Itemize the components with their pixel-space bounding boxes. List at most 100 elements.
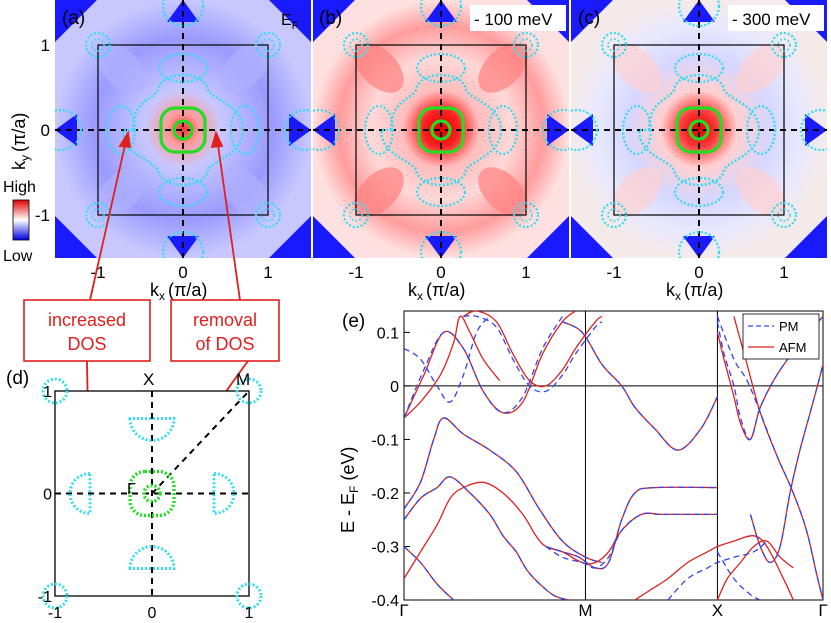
intensity-lobe xyxy=(96,43,146,93)
band-pm-1 xyxy=(404,315,491,403)
panel-e-label: (e) xyxy=(342,311,365,332)
y-tick-label: -0.1 xyxy=(371,432,399,449)
y-tick-label: 0 xyxy=(390,379,399,396)
cyan-x-pocket xyxy=(673,52,725,84)
map-a-x-axis-label: kx (π/a) xyxy=(150,280,207,303)
x-tick-label: M xyxy=(578,601,592,620)
bz-point-gamma: Γ xyxy=(127,481,136,498)
cyan-m-inner-pocket xyxy=(519,38,533,52)
cyan-x-pocket xyxy=(415,52,467,84)
arrow-removal-to-a xyxy=(217,144,241,301)
cyan-m-inner-pocket xyxy=(261,208,275,222)
map-x-tick-label: 0 xyxy=(694,263,703,282)
bz-x-tick-label: 1 xyxy=(245,605,254,622)
cyan-m-inner-pocket xyxy=(91,38,105,52)
brillouin-zone-panel xyxy=(41,377,263,610)
band-pm-12 xyxy=(749,364,823,564)
x-tick-label: Γ xyxy=(399,601,408,620)
map-x-tick-label: 0 xyxy=(178,263,187,282)
central-cyan-pocket xyxy=(379,73,503,187)
band-pm-11 xyxy=(716,551,761,600)
band-afm-11 xyxy=(716,540,794,600)
colorbar xyxy=(12,199,30,241)
map-y-ticks: 1 0 -1 xyxy=(35,36,50,225)
intensity-lobe xyxy=(612,167,662,217)
colorbar-high-label: High xyxy=(3,179,36,196)
cyan-m-inner-pocket xyxy=(349,208,363,222)
cyan-edge-pocket xyxy=(419,230,463,258)
cyan-m-pocket xyxy=(770,201,798,229)
panel-b-energy-box xyxy=(470,5,566,31)
band-legend: PM AFM xyxy=(742,313,820,360)
x-tick-label: Γ xyxy=(818,601,827,620)
cyan-m-inner-pocket xyxy=(519,208,533,222)
cyan-m-inner-pocket xyxy=(777,38,791,52)
cyan-edge-pocket xyxy=(541,108,569,152)
increased-dos-line1: increased xyxy=(48,310,126,330)
cyan-edge-pocket xyxy=(161,230,205,258)
intensity-lobe xyxy=(612,43,662,93)
green-inner-pocket xyxy=(430,119,452,141)
green-outer-pocket xyxy=(675,106,723,154)
band-lines xyxy=(404,311,823,600)
arrow-head-removal-a xyxy=(210,130,224,149)
map-b-x-axis-label: kx (π/a) xyxy=(408,280,465,303)
cyan-m-pocket xyxy=(600,31,628,59)
cyan-m-pocket xyxy=(512,31,540,59)
increased-dos-line2: DOS xyxy=(67,334,106,354)
central-cyan-pocket xyxy=(121,73,245,187)
cyan-m-inner-pocket xyxy=(91,208,105,222)
cyan-m-pocket xyxy=(512,201,540,229)
band-pm-0 xyxy=(404,316,563,419)
map-x-tick-label: -1 xyxy=(348,263,363,282)
cyan-x-pocket xyxy=(157,176,209,208)
panel-b-label: (b) xyxy=(319,8,342,29)
fermi-map-panel-a xyxy=(55,0,311,258)
pocket-top xyxy=(128,417,176,442)
legend-box xyxy=(742,313,820,360)
cyan-x-pocket xyxy=(363,104,395,156)
removal-dos-box xyxy=(170,299,280,362)
intensity-lobe xyxy=(736,167,786,217)
band-pm-2 xyxy=(463,314,603,393)
green-inner-pocket-d xyxy=(142,483,162,504)
cyan-edge-pocket xyxy=(283,108,311,152)
cyan-edge-pocket xyxy=(571,108,599,152)
colorbar-low-label: Low xyxy=(3,248,33,265)
panel-b-energy: - 100 meV xyxy=(474,10,553,29)
map-c-content xyxy=(571,0,827,258)
band-afm-2 xyxy=(463,311,603,388)
map-c-x-axis-label: kx (π/a) xyxy=(666,280,723,303)
cyan-m-inner-pocket xyxy=(261,38,275,52)
cyan-x-pocket xyxy=(157,52,209,84)
band-pm-7 xyxy=(404,476,570,600)
green-outer-pocket-d xyxy=(128,469,176,518)
removal-dos-line1: removal xyxy=(193,310,257,330)
fermi-map-panel-c xyxy=(571,0,827,258)
pocket-left xyxy=(68,471,92,516)
central-cyan-pocket xyxy=(637,73,761,187)
cyan-edge-pocket xyxy=(677,0,721,28)
pocket-bottom xyxy=(128,545,176,570)
legend-afm-label: AFM xyxy=(779,340,806,355)
cyan-m-pocket xyxy=(254,201,282,229)
cyan-m-inner-pocket xyxy=(777,208,791,222)
cyan-edge-pocket xyxy=(419,0,463,28)
cyan-m-pocket xyxy=(342,201,370,229)
bz-axis-ticks: 1 0 -1-1 0 1 xyxy=(38,384,254,622)
pocket-right xyxy=(212,471,236,516)
intensity-lobe xyxy=(220,167,270,217)
pocket-corner xyxy=(41,377,69,405)
cyan-m-pocket xyxy=(600,201,628,229)
green-outer-pocket xyxy=(417,106,465,154)
y-tick-label: -0.4 xyxy=(371,593,399,610)
cyan-m-inner-pocket xyxy=(349,38,363,52)
map-a-content xyxy=(55,0,311,258)
pocket-corner xyxy=(235,582,263,610)
panel-a-label: (a) xyxy=(62,8,85,29)
cyan-m-inner-pocket xyxy=(607,208,621,222)
intensity-lobe xyxy=(354,43,404,93)
cyan-x-pocket xyxy=(229,104,261,156)
map-y-axis-label: ky(π/a) xyxy=(9,113,32,170)
band-afm-1 xyxy=(404,315,501,419)
